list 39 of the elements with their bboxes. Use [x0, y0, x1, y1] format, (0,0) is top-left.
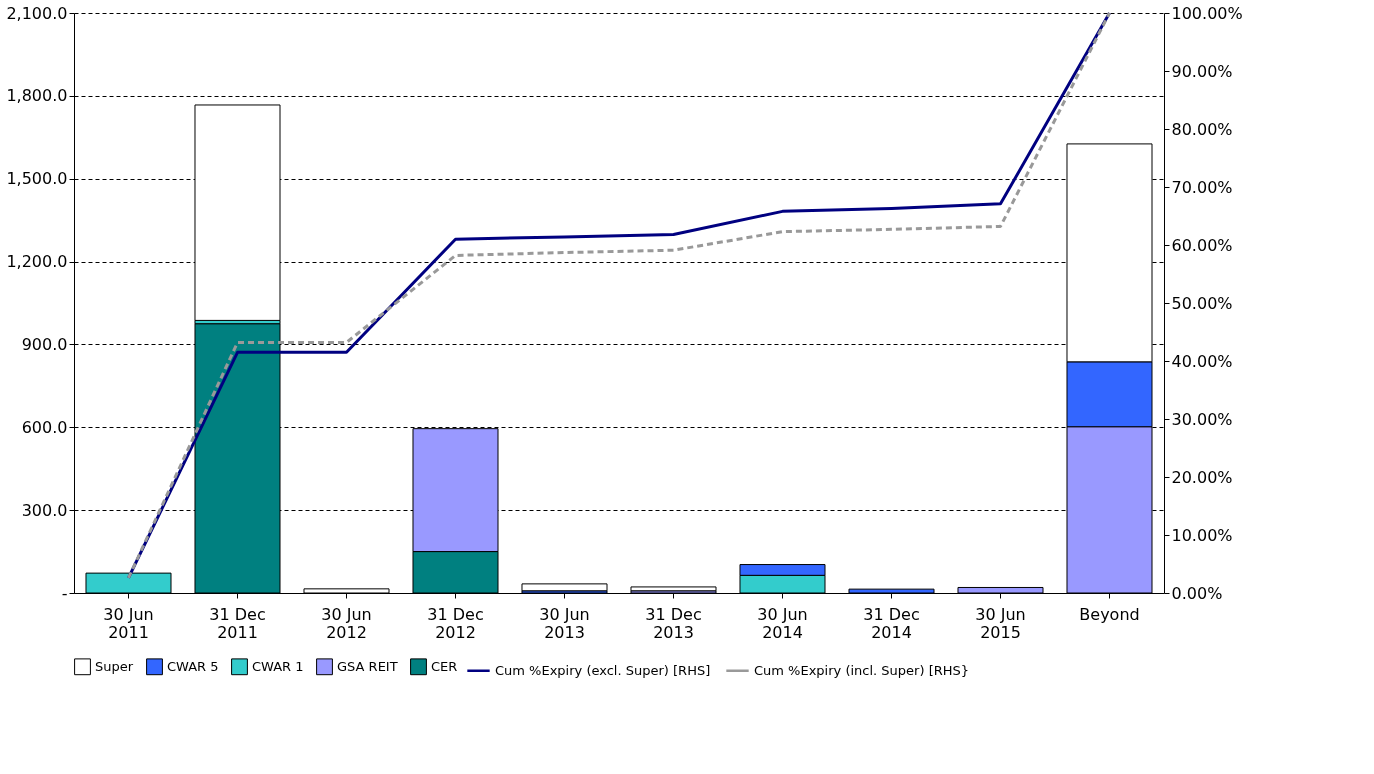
- x-tick-label: 30 Jun 2013: [539, 604, 590, 642]
- y-tick-label: 1,500.0: [6, 169, 68, 189]
- y2-tick-label: 60.00%: [1171, 235, 1233, 255]
- y2-tick-label: 50.00%: [1171, 293, 1233, 313]
- y-tick-label: 1,800.0: [6, 86, 68, 106]
- y2-tick-label: 40.00%: [1171, 351, 1233, 371]
- x-tick-label: 30 Jun 2014: [757, 604, 808, 642]
- x-tick-label: 30 Jun 2015: [975, 604, 1026, 642]
- x-tick-label: 31 Dec 2013: [645, 604, 702, 642]
- y-tick-label: 300.0: [21, 500, 68, 520]
- bar: [521, 583, 608, 592]
- y2-tick-label: 0.00%: [1171, 583, 1223, 603]
- y-tick-label: 1,200.0: [6, 252, 68, 272]
- y2-tick-label: 90.00%: [1171, 61, 1233, 81]
- x-tick-label: 31 Dec 2011: [209, 604, 266, 642]
- x-tick-label: 30 Jun 2012: [321, 604, 372, 642]
- x-tick-label: 31 Dec 2012: [427, 604, 484, 642]
- y2-tick-label: 20.00%: [1171, 467, 1233, 487]
- legend-label: CER: [431, 658, 458, 674]
- y2-tick-label: 30.00%: [1171, 409, 1233, 429]
- legend-label: Cum %Expiry (incl. Super) [RHS}: [754, 662, 970, 678]
- legend-label: CWAR 5: [167, 658, 219, 674]
- x-tick-label: 31 Dec 2014: [863, 604, 920, 642]
- y-tick-label: 2,100.0: [6, 3, 68, 23]
- y2-tick-label: 100.00%: [1171, 3, 1243, 23]
- y-tick-label: 600.0: [21, 417, 68, 437]
- y2-tick-label: 70.00%: [1171, 177, 1233, 197]
- legend-label: CWAR 1: [252, 658, 304, 674]
- y2-tick-label: 80.00%: [1171, 119, 1233, 139]
- y2-tick-label: 10.00%: [1171, 525, 1233, 545]
- bar: [630, 586, 717, 592]
- y-tick-label: 900.0: [21, 334, 68, 354]
- x-tick-label: Beyond: [1079, 604, 1140, 624]
- y-tick-label: -: [61, 583, 68, 603]
- legend-label: Cum %Expiry (excl. Super) [RHS]: [495, 662, 711, 678]
- legend-label: GSA REIT: [337, 658, 398, 674]
- line-series: [127, 11, 1111, 580]
- x-tick-label: 30 Jun 2011: [103, 604, 154, 642]
- legend-label: Super: [95, 658, 134, 674]
